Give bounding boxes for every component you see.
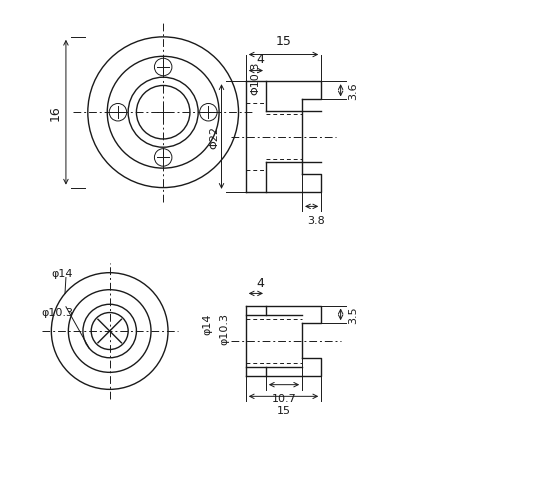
Text: φ14: φ14 (51, 268, 73, 278)
Text: 3.8: 3.8 (307, 216, 326, 225)
Text: φ10.3: φ10.3 (219, 312, 229, 344)
Text: 3.6: 3.6 (348, 82, 358, 100)
Text: 15: 15 (277, 405, 290, 415)
Text: 16: 16 (49, 105, 62, 121)
Text: φ14: φ14 (202, 313, 212, 334)
Text: 10.7: 10.7 (272, 394, 296, 404)
Text: 3.5: 3.5 (348, 306, 358, 324)
Text: φ10.3: φ10.3 (42, 307, 74, 317)
Text: Φ10.3: Φ10.3 (251, 61, 261, 95)
Text: 4: 4 (257, 53, 265, 65)
Text: 4: 4 (257, 276, 265, 289)
Text: 15: 15 (276, 35, 292, 48)
Text: Φ22: Φ22 (209, 126, 219, 149)
